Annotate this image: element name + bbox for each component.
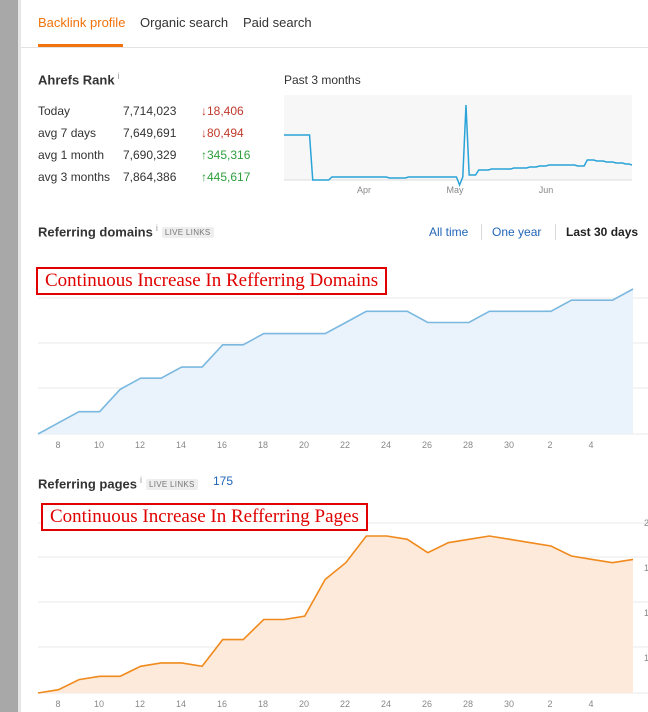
period-all-time-button[interactable]: All time [429,225,469,239]
x-tick-label: 4 [588,699,593,709]
x-tick-label: 26 [422,440,432,450]
x-tick-label: 30 [504,440,514,450]
series-line [37,288,634,435]
x-tick-label: 18 [258,699,268,709]
area-fill [38,536,633,693]
x-tick-label: 10 [94,699,104,709]
rank-row-label: avg 1 month [38,148,105,162]
rank-row-1-month: avg 1 month 7,690,329 ↑345,316 [38,148,268,168]
referring-domains-label: Referring domains [38,224,153,240]
rank-period-label: Past 3 months [284,73,361,87]
referring-domains-title: Referring domains i LIVE LINKS [38,223,214,239]
rank-row-value: 7,714,023 [123,104,177,118]
rank-row-value: 7,690,329 [123,148,177,162]
ahrefs-rank-label: Ahrefs Rank [38,72,115,88]
rank-row-change: ↑345,316 [201,148,251,162]
referring-pages-count: 175 [213,474,234,488]
info-icon[interactable]: i [155,223,158,233]
x-tick-label: 20 [299,699,309,709]
x-tick-label: 4 [588,440,593,450]
x-tick-label: 14 [176,699,186,709]
rank-row-label: avg 7 days [38,126,97,140]
x-tick-label: 10 [94,440,104,450]
domains-annotation-box: Continuous Increase In Refferring Domain… [36,267,388,295]
x-tick-label: 8 [55,440,60,450]
left-panel-strip [0,0,18,712]
rank-row-today: Today 7,714,023 ↓18,406 [38,104,268,124]
x-tick-label: 28 [463,440,473,450]
rank-x-tick: Jun [539,185,554,195]
info-icon[interactable]: i [139,475,142,485]
rank-row-label: avg 3 months [38,170,111,184]
ahrefs-rank-title: Ahrefs Rank i [38,71,120,87]
x-tick-label: 8 [55,699,60,709]
tab-bar: Backlink profile Organic search Paid sea… [21,0,648,48]
rank-series-line [284,104,633,188]
x-tick-label: 2 [547,699,552,709]
arrow-down-icon: ↓ [201,126,207,140]
referring-domains-chart: 8 10 12 14 16 18 20 22 24 26 28 30 2 4 [37,288,648,450]
x-tick-label: 16 [217,440,227,450]
rank-x-tick: May [446,185,464,195]
x-tick-label: 28 [463,699,473,709]
rank-x-tick: Apr [357,185,371,195]
arrow-up-icon: ↑ [201,148,207,162]
rank-chart-bg [284,95,632,180]
arrow-down-icon: ↓ [201,104,207,118]
rank-row-change: ↓18,406 [201,104,244,118]
tab-backlink-profile[interactable]: Backlink profile [38,15,126,30]
pages-annotation-box: Continuous Increase In Refferring Pages [41,503,368,531]
period-divider [481,224,482,240]
rank-row-3-months: avg 3 months 7,864,386 ↑445,617 [38,170,268,190]
active-tab-indicator [38,44,123,47]
tab-paid-search[interactable]: Paid search [243,15,312,30]
y-tick-label: 1 [644,563,648,573]
x-tick-label: 26 [422,699,432,709]
rank-row-7-days: avg 7 days 7,649,691 ↓80,494 [38,126,268,146]
x-tick-label: 24 [381,699,391,709]
rank-row-label: Today [38,104,71,118]
rank-chart: Apr May Jun [284,95,633,195]
x-tick-label: 14 [176,440,186,450]
area-fill [38,289,633,434]
x-tick-label: 20 [299,440,309,450]
x-tick-label: 24 [381,440,391,450]
rank-row-value: 7,864,386 [123,170,177,184]
rank-row-change: ↑445,617 [201,170,251,184]
y-tick-label: 2 [644,518,648,528]
x-tick-label: 22 [340,440,350,450]
tab-organic-search[interactable]: Organic search [140,15,229,30]
y-tick-label: 1 [644,608,648,618]
x-tick-label: 22 [340,699,350,709]
x-tick-label: 16 [217,699,227,709]
x-tick-label: 12 [135,440,145,450]
info-icon[interactable]: i [117,71,120,81]
rank-row-value: 7,649,691 [123,126,177,140]
period-last-30-days-button[interactable]: Last 30 days [566,225,639,239]
referring-pages-title: Referring pages i LIVE LINKS [38,475,198,491]
x-tick-label: 2 [547,440,552,450]
live-links-badge: LIVE LINKS [161,227,214,239]
referring-pages-label: Referring pages [38,476,137,492]
rank-row-change: ↓80,494 [201,126,244,140]
period-divider [555,224,556,240]
y-tick-label: 1 [644,653,648,663]
series-line [37,535,634,694]
x-tick-label: 12 [135,699,145,709]
left-panel-edge [18,0,21,712]
x-tick-label: 30 [504,699,514,709]
live-links-badge: LIVE LINKS [145,479,198,491]
period-one-year-button[interactable]: One year [492,225,542,239]
x-tick-label: 18 [258,440,268,450]
arrow-up-icon: ↑ [201,170,207,184]
